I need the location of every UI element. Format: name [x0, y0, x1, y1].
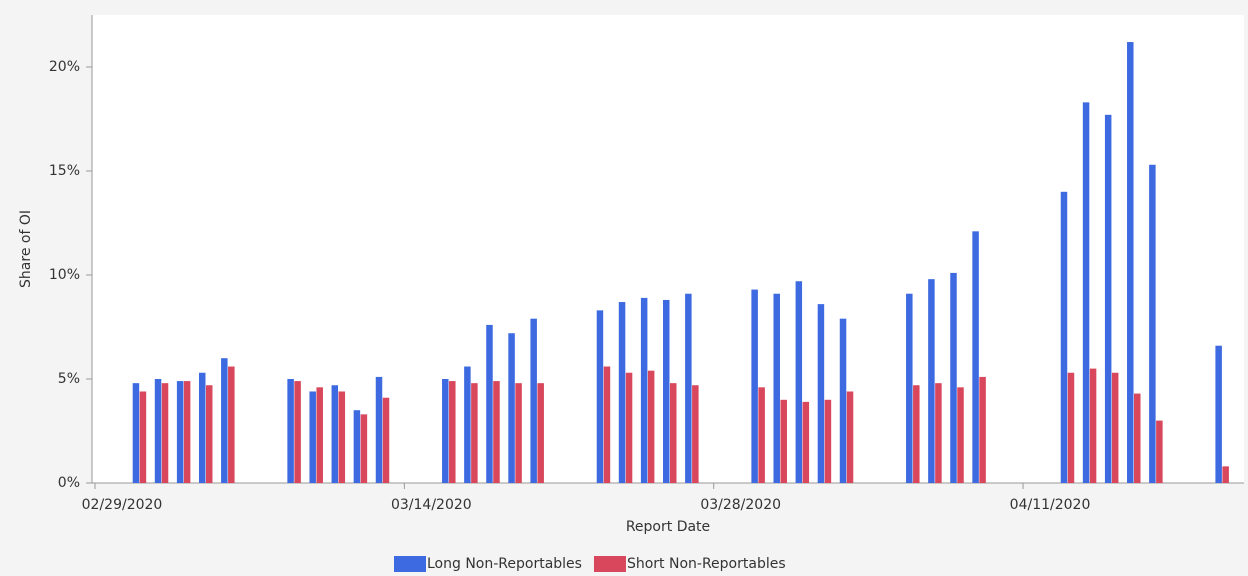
bar — [294, 381, 301, 483]
bar — [773, 293, 780, 483]
bar — [382, 397, 390, 483]
bar — [353, 410, 361, 483]
bar — [1134, 393, 1141, 483]
bar — [375, 376, 383, 483]
bar — [316, 387, 323, 483]
bar — [1111, 372, 1119, 483]
bar — [670, 383, 677, 483]
bar — [663, 299, 670, 483]
bar — [640, 297, 648, 483]
bar — [950, 272, 957, 483]
bar — [508, 333, 515, 483]
bar — [221, 358, 228, 483]
bar — [780, 399, 787, 483]
bar — [183, 381, 191, 483]
x-axis-title: Report Date — [626, 519, 710, 535]
y-tick-label: 20% — [49, 59, 80, 75]
bar — [471, 383, 478, 483]
y-axis-title: Share of OI — [18, 210, 34, 288]
bar — [486, 324, 493, 483]
bar — [846, 391, 854, 483]
bar — [139, 391, 147, 483]
bar — [1156, 420, 1163, 483]
bar — [331, 385, 339, 483]
bar — [603, 366, 611, 483]
bar — [596, 310, 604, 483]
bar — [154, 379, 162, 483]
bar — [464, 366, 471, 483]
bar — [685, 293, 692, 483]
x-tick-label: 02/29/2020 — [82, 497, 163, 513]
bar — [817, 304, 825, 483]
bar — [1067, 372, 1075, 483]
bar — [913, 385, 920, 483]
bar — [935, 383, 942, 483]
bar — [839, 318, 847, 483]
bar — [625, 372, 633, 483]
bar — [972, 231, 979, 483]
y-tick-label: 10% — [49, 267, 80, 283]
bar — [802, 401, 810, 483]
bar — [161, 383, 169, 483]
bar — [338, 391, 346, 483]
legend-swatch — [394, 556, 426, 572]
bar — [360, 414, 368, 483]
bar — [228, 366, 235, 483]
bar — [1222, 466, 1229, 483]
bar — [493, 381, 500, 483]
bar — [198, 372, 206, 483]
y-tick-label: 0% — [58, 475, 80, 491]
bar — [824, 399, 832, 483]
bar — [205, 385, 213, 483]
bar — [751, 289, 758, 483]
bar — [1089, 368, 1097, 483]
bar — [132, 383, 140, 483]
y-tick-label: 5% — [58, 371, 80, 387]
legend-label: Long Non-Reportables — [427, 556, 582, 572]
legend-swatch — [593, 556, 626, 572]
bar — [1082, 102, 1090, 484]
bar — [1060, 191, 1068, 484]
bar — [287, 379, 294, 483]
bar — [1215, 345, 1222, 483]
bar — [176, 381, 184, 483]
bar — [1127, 42, 1134, 483]
bar — [928, 279, 935, 483]
bar — [692, 385, 699, 483]
x-tick-label: 04/11/2020 — [1010, 497, 1091, 513]
bar — [906, 293, 913, 483]
y-tick-label: 15% — [49, 163, 80, 179]
bar — [979, 376, 986, 483]
bar — [618, 302, 626, 483]
x-tick-label: 03/14/2020 — [391, 497, 472, 513]
bar — [309, 391, 316, 483]
bar — [515, 383, 522, 483]
bar — [1104, 114, 1112, 483]
bar — [1149, 164, 1156, 483]
bar — [758, 387, 765, 483]
bar — [647, 370, 655, 483]
bar — [530, 318, 537, 483]
bar — [795, 281, 803, 483]
legend-label: Short Non-Reportables — [627, 556, 786, 572]
bar — [957, 387, 964, 483]
bar — [449, 381, 456, 483]
x-tick-label: 03/28/2020 — [700, 497, 781, 513]
bar — [537, 383, 544, 483]
bar — [442, 379, 449, 483]
